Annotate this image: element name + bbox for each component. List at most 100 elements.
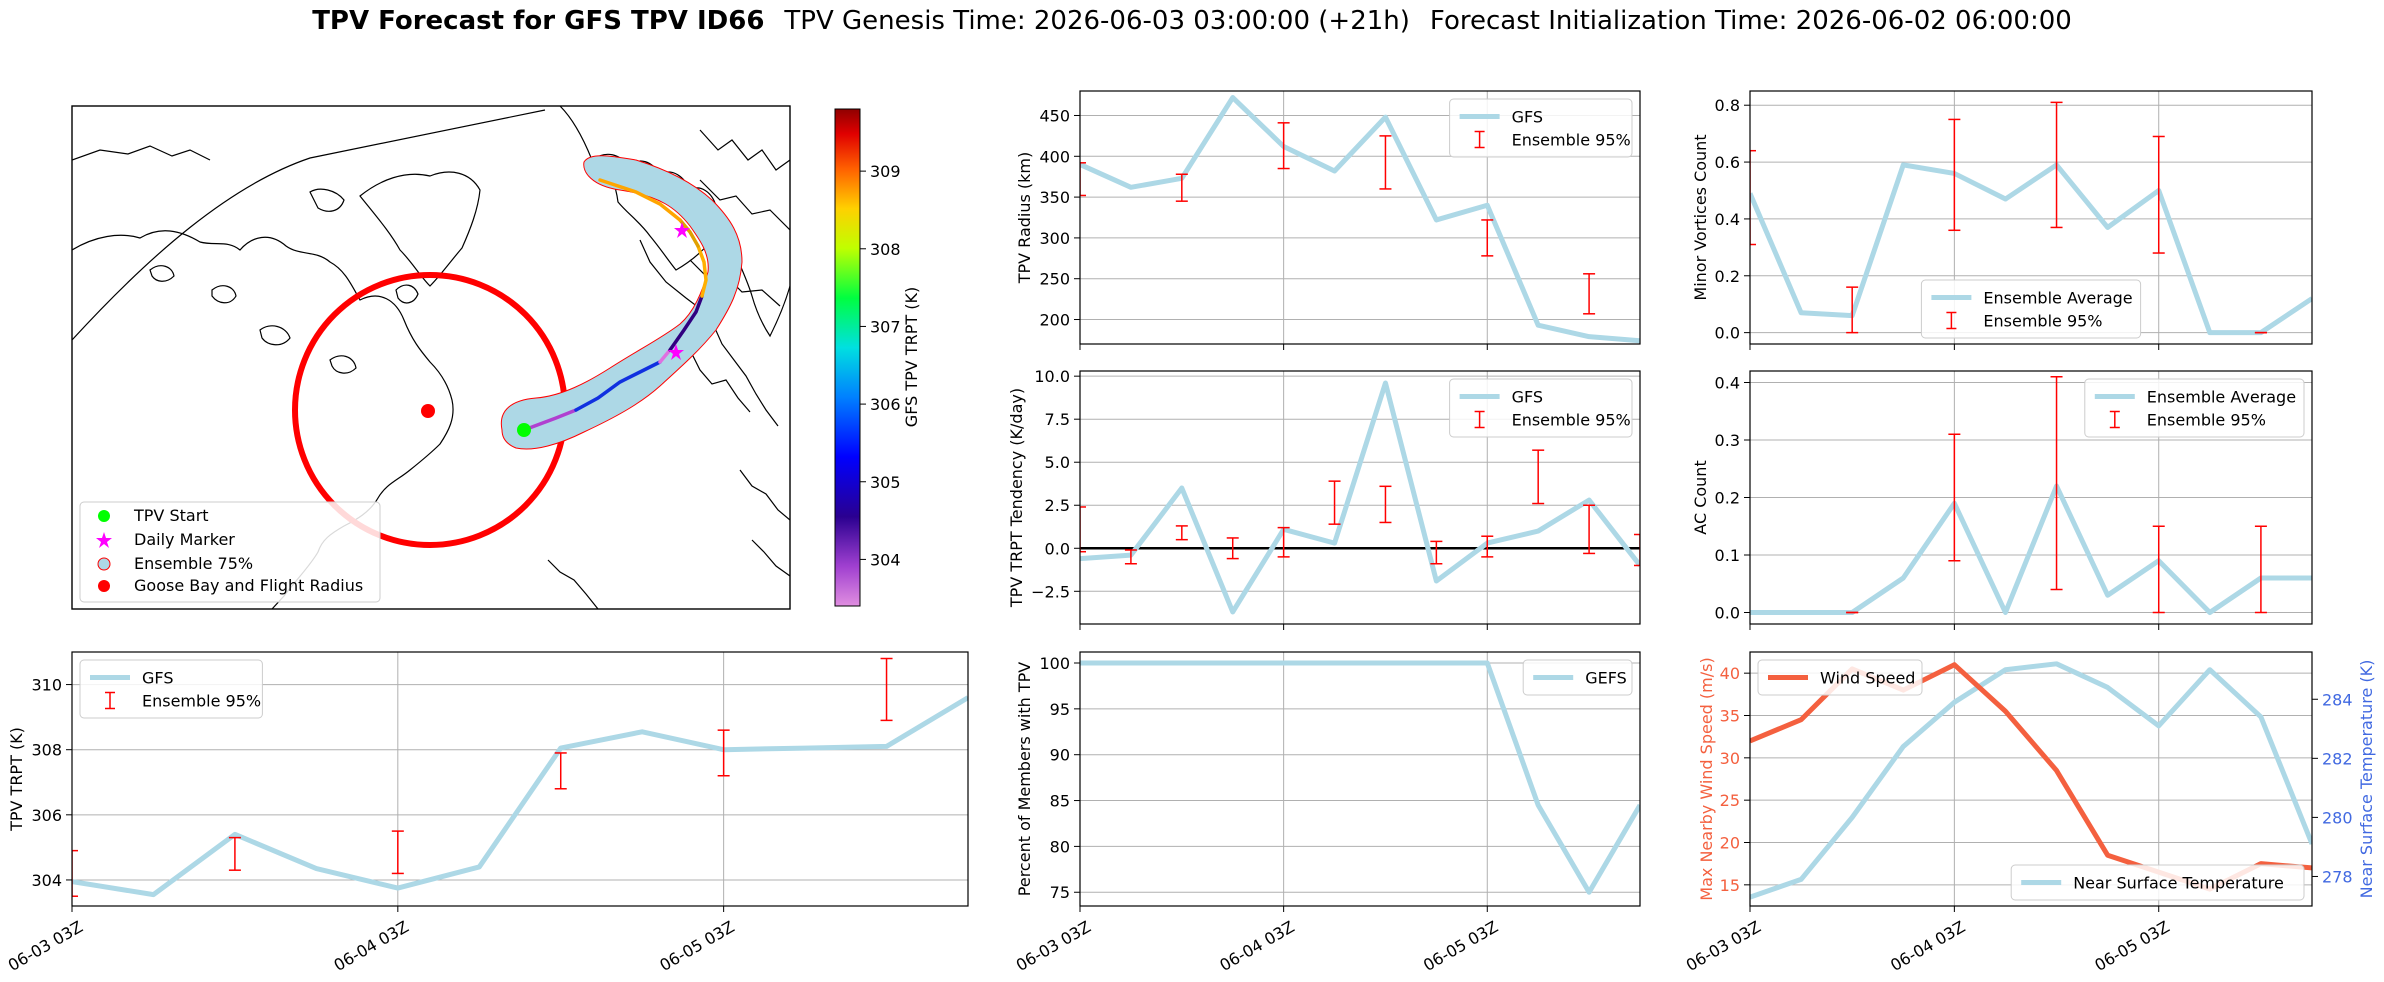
tpv-start-marker [517, 423, 531, 437]
daily-marker-icon [668, 222, 690, 360]
y-tick-label: 25 [1720, 791, 1740, 810]
y2-tick-label: 284 [2322, 690, 2353, 709]
series-line [72, 695, 968, 898]
y-tick-label: 95 [1050, 700, 1070, 719]
series-line [1750, 162, 2312, 336]
legend-label: Ensemble 95% [2147, 411, 2266, 430]
legend-label: Wind Speed [1820, 669, 1915, 688]
legend: GFS Ensemble 95% [1449, 98, 1633, 158]
y-axis-label: TPV Radius (km) [1015, 152, 1034, 285]
plot-frame [1749, 651, 2313, 907]
y2-tick-label: 280 [2322, 808, 2353, 827]
legend: Wind Speed [1757, 659, 1923, 696]
colorbar-tick-label: 306 [870, 395, 901, 414]
legend-label: Ensemble 95% [1512, 411, 1631, 430]
y-tick-label: 300 [1039, 229, 1070, 248]
x-tick-label: 06-03 03Z [5, 917, 86, 975]
chart-trpt: 304 306 308 310 06-03 03Z 06-04 03Z 06-05 03Z T… [5, 651, 969, 975]
series-line [1080, 380, 1640, 615]
legend: GFS Ensemble 95% [79, 659, 263, 719]
colorbar-label: GFS TPV TRPT (K) [902, 287, 921, 427]
legend: Ensemble Average Ensemble 95% [1920, 279, 2142, 339]
y-tick-label: 0.6 [1715, 153, 1740, 172]
x-tick-label: 06-05 03Z [2091, 917, 2172, 975]
y-tick-label: 0.3 [1715, 431, 1740, 450]
y-tick-label: 250 [1039, 270, 1070, 289]
legend-label: Ensemble Average [2147, 388, 2296, 407]
legend-frame [2010, 864, 2305, 901]
chart-members: 75 80 85 90 95 100 06-03 03Z 06-04 03Z 06-05 03Z… [1013, 651, 1641, 975]
y-tick-label: 308 [31, 741, 62, 760]
y2-tick-label: 282 [2322, 749, 2353, 768]
y-axis-label: Percent of Members with TPV [1015, 662, 1034, 896]
colorbar-tick-label: 304 [870, 550, 901, 569]
y-axis-label: AC Count [1691, 460, 1710, 534]
y-axis-label: Minor Vortices Count [1691, 134, 1710, 300]
plot-frame [1749, 370, 2313, 625]
y-tick-label: 7.5 [1045, 410, 1070, 429]
legend-label: Ensemble 95% [1983, 312, 2102, 331]
map-legend: TPV Start Daily Marker Ensemble 75% Goos… [79, 501, 381, 603]
legend-frame [79, 659, 263, 719]
y-tick-label: 20 [1720, 834, 1740, 853]
series-line [1080, 95, 1640, 344]
y-tick-label: 2.5 [1045, 496, 1070, 515]
y2-tick-label: 278 [2322, 867, 2353, 886]
colorbar-tick-label: 308 [870, 240, 901, 259]
map-frame [71, 105, 791, 610]
legend: Ensemble Average Ensemble 95% [2084, 378, 2305, 438]
legend-frame [1449, 378, 1633, 438]
legend-daily-star-icon [96, 532, 112, 548]
plot-content [1080, 380, 1640, 615]
chart-minor: 0.0 0.2 0.4 0.6 0.8 Minor Vortices Count Ensem… [1691, 90, 2313, 350]
colorbar-gradient [834, 108, 861, 607]
ensemble-75-envelope [500, 155, 743, 450]
series-line-temperature [1750, 661, 2312, 900]
legend: GFS Ensemble 95% [1449, 378, 1633, 438]
colorbar: 304 305 306 307 308 309 GFS TPV TRPT (K) [834, 108, 921, 607]
y-tick-label: 100 [1039, 654, 1070, 673]
y-tick-label: 35 [1720, 707, 1740, 726]
legend-label: Near Surface Temperature [2073, 874, 2284, 893]
legend-label: GFS [1512, 388, 1543, 407]
y-tick-label: 0.0 [1715, 324, 1740, 343]
y-tick-label: 85 [1050, 792, 1070, 811]
y-tick-label: 10.0 [1034, 367, 1070, 386]
y-tick-label: 15 [1720, 876, 1740, 895]
legend-daily-label: Daily Marker [134, 530, 235, 549]
goose-bay-marker [421, 404, 435, 418]
y2-axis-label: Near Surface Temperature (K) [2357, 660, 2376, 899]
y-tick-label: 5.0 [1045, 453, 1070, 472]
legend-label: GFS [142, 669, 173, 688]
colorbar-ticks: 304 305 306 307 308 309 [860, 162, 901, 569]
map-panel: TPV Start Daily Marker Ensemble 75% Goos… [71, 105, 921, 610]
figure-title: TPV Forecast for GFS TPV ID66 TPV Genesis… [0, 6, 2384, 36]
y-tick-label: 80 [1050, 837, 1070, 856]
chart-tendency: −2.5 0.0 2.5 5.0 7.5 10.0 TPV TRPT Tendency (K… [1007, 367, 1641, 630]
legend-start-icon [98, 510, 110, 522]
plot-frame [1749, 90, 2313, 345]
x-tick-label: 06-05 03Z [656, 917, 737, 975]
y-tick-label: 75 [1050, 883, 1070, 902]
plot-frame [1079, 370, 1641, 625]
legend-ensemble-label: Ensemble 75% [134, 554, 253, 573]
y-tick-label: 310 [31, 676, 62, 695]
legend-frame [1522, 659, 1633, 696]
legend: Near Surface Temperature [2010, 864, 2305, 901]
y-tick-label: 0.4 [1715, 210, 1740, 229]
colorbar-tick-label: 305 [870, 473, 901, 492]
figure-title-main: TPV Forecast for GFS TPV ID66 [312, 6, 765, 36]
legend-label: Ensemble 95% [142, 692, 261, 711]
y-tick-label: 90 [1050, 746, 1070, 765]
legend-label: Ensemble Average [1983, 289, 2132, 308]
x-tick-label: 06-04 03Z [1887, 917, 1968, 975]
chart-wind: 15 20 25 30 35 40 06-03 03Z 06-04 03Z 06-05 03Z M… [1683, 651, 2376, 975]
y-tick-label: 0.2 [1715, 489, 1740, 508]
x-tick-label: 06-03 03Z [1013, 917, 1094, 975]
legend-frame [2084, 378, 2305, 438]
series-line [1750, 483, 2312, 615]
series-line [1080, 660, 1640, 895]
x-tick-label: 06-04 03Z [331, 917, 412, 975]
